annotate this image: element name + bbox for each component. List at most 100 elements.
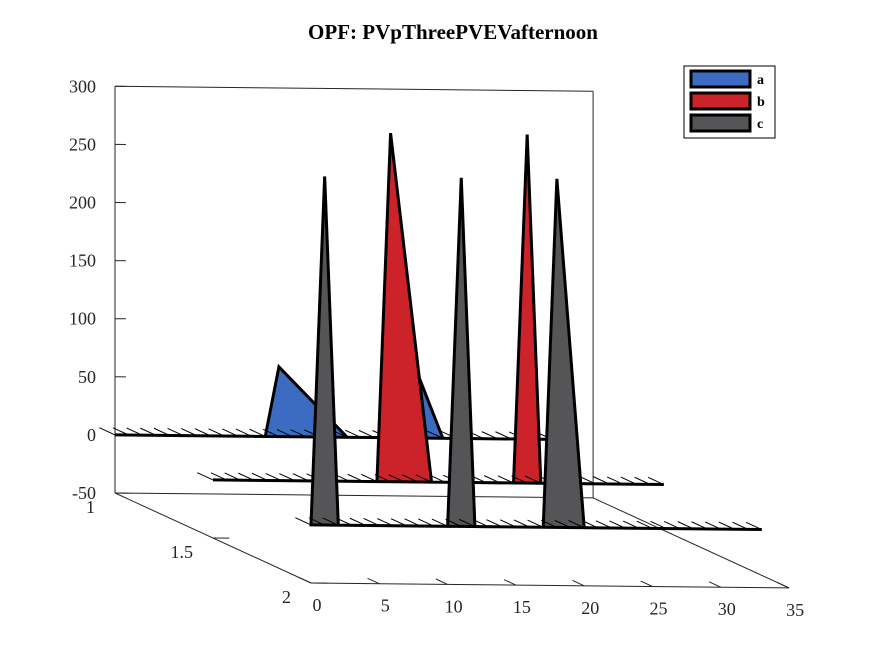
floor-slat: [647, 476, 664, 485]
legend-label-a: a: [757, 73, 764, 88]
x-tick-mark: [708, 581, 722, 588]
floor-slat: [426, 430, 444, 439]
floor-slat: [511, 475, 528, 484]
floor-slat: [210, 472, 227, 481]
legend: abc: [683, 65, 776, 139]
floor-slat: [276, 429, 293, 438]
legend-label-c: c: [757, 117, 763, 132]
x-tick-mark: [640, 580, 653, 587]
floor-slat: [181, 428, 198, 437]
floor-slat: [691, 521, 708, 530]
floor-slat: [622, 520, 640, 529]
z-tick-label: -50: [72, 483, 96, 503]
floor-slat: [497, 475, 514, 484]
floor-slat: [732, 521, 749, 530]
floor-slat: [238, 472, 255, 481]
floor-slat: [377, 518, 394, 527]
floor-slat: [495, 431, 512, 440]
floor-slat: [527, 519, 544, 528]
floor-slat: [194, 428, 211, 437]
floor-slat: [224, 472, 241, 481]
x-tick-label: 25: [650, 599, 668, 619]
floor-slat: [279, 473, 296, 482]
x-tick-label: 10: [445, 596, 463, 616]
floor-slat: [431, 518, 448, 527]
floor-slat: [322, 517, 339, 526]
z-tick-label: 150: [69, 251, 96, 271]
series-c: [295, 176, 762, 532]
x-tick-mark: [572, 579, 585, 587]
axis-x: [310, 582, 790, 589]
floor-slat: [336, 517, 353, 526]
floor-slat: [308, 517, 325, 526]
floor-slat: [126, 427, 143, 436]
floor-slat: [483, 475, 501, 484]
floor-slat: [404, 518, 421, 527]
x-tick-mark: [299, 577, 312, 584]
floor-slat: [459, 518, 476, 528]
floor-slat: [263, 428, 280, 438]
waterfall-surfaces: [99, 132, 762, 532]
floor-slat: [718, 521, 735, 530]
floor-slat: [636, 520, 653, 529]
floor-slat: [292, 473, 309, 482]
axis-back-floor-x: [114, 492, 594, 499]
floor-slat: [251, 472, 268, 481]
floor-slat: [568, 520, 585, 529]
floor-slat: [265, 472, 282, 482]
floor-slat: [347, 473, 364, 482]
floor-slat: [208, 428, 225, 437]
floor-slat: [222, 428, 239, 437]
x-tick-label: 15: [513, 597, 531, 617]
z-tick-label: 100: [69, 309, 96, 329]
floor-slat: [677, 521, 694, 530]
floor-slat: [620, 476, 637, 485]
floor-slat: [445, 518, 462, 527]
floor-slat: [581, 520, 599, 529]
x-tick-label: 0: [313, 595, 322, 615]
y-tick-label: 1.5: [171, 542, 194, 562]
floor-slat: [481, 431, 498, 440]
floor-slat: [112, 427, 129, 436]
floor-slat: [634, 476, 651, 485]
floor-slat: [650, 520, 667, 529]
floor-slat: [388, 474, 405, 483]
floor-slat: [344, 429, 362, 438]
floor-slat: [402, 474, 419, 483]
x-tick-mark: [367, 577, 380, 585]
tick-labels: 0 5 10 15 20 25 30 35 1 1.5 2 300 250 200 150 100 50 0 -50: [69, 76, 804, 620]
x-tick-label: 35: [786, 600, 804, 620]
x-tick-label: 5: [381, 596, 390, 616]
floor-slat: [513, 519, 530, 528]
legend-swatch-b: [689, 91, 752, 111]
x-tick-label: 20: [581, 598, 599, 618]
z-tick-label: 300: [69, 76, 96, 96]
floor-slat: [390, 518, 407, 527]
floor-slat: [235, 428, 252, 437]
floor-slat: [595, 520, 612, 529]
axes: [114, 85, 790, 589]
floor-slat: [290, 429, 307, 438]
floor-slat: [429, 474, 446, 483]
floor-slat: [153, 427, 170, 436]
x-tick-mark: [777, 582, 790, 589]
legend-swatch-c: [689, 113, 752, 133]
x-tick-mark: [435, 578, 448, 585]
floor-slat: [579, 476, 596, 485]
floor-slat: [540, 519, 558, 528]
x-tick-mark: [503, 579, 517, 586]
legend-label-b: b: [757, 95, 765, 110]
floor-slat: [363, 517, 380, 527]
y-tick-label: 1: [86, 497, 95, 517]
chart-title: OPF: PVpThreePVEVafternoon: [308, 20, 598, 44]
floor-slat: [472, 519, 489, 528]
floor-slat: [140, 427, 157, 436]
z-tick-label: 0: [87, 425, 96, 445]
floor-slat: [167, 427, 184, 437]
floor-slat: [358, 429, 375, 439]
floor-slat: [745, 521, 762, 530]
floor-slat: [99, 427, 116, 436]
floor-slat: [704, 521, 722, 530]
legend-swatch-a: [689, 69, 752, 89]
